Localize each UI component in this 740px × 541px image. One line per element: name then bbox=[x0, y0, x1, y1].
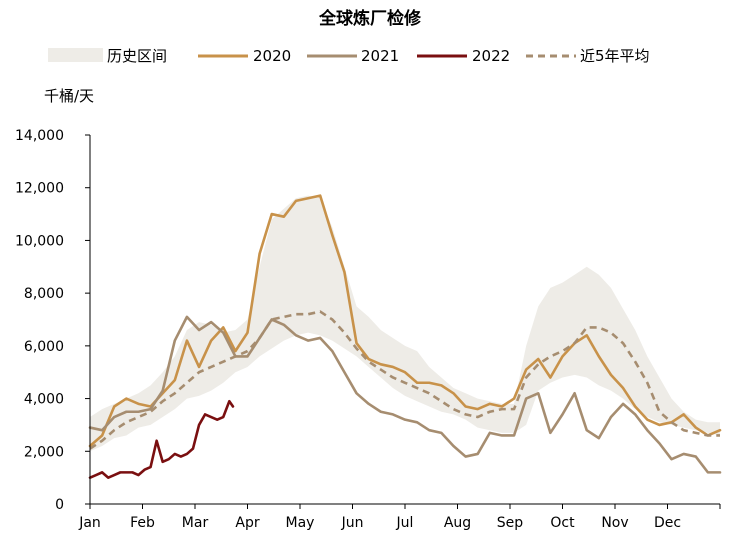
legend-label-2020: 2020 bbox=[253, 47, 291, 65]
y-tick-label: 2,000 bbox=[24, 444, 64, 460]
legend-item-2022[interactable]: 2022 bbox=[417, 47, 510, 65]
x-tick-label: Dec bbox=[654, 515, 681, 531]
x-tick-label: Jan bbox=[78, 515, 101, 531]
series-line-0 bbox=[88, 194, 722, 448]
y-tick-label: 14,000 bbox=[15, 128, 64, 144]
x-tick-label: Feb bbox=[130, 515, 155, 531]
x-tick-label: Sep bbox=[497, 515, 524, 531]
legend-label-avg: 近5年平均 bbox=[580, 47, 650, 65]
y-tick-label: 6,000 bbox=[24, 339, 64, 355]
x-tick-label: Jul bbox=[396, 515, 414, 531]
y-tick-label: 8,000 bbox=[24, 286, 64, 302]
x-tick-label: Aug bbox=[444, 515, 471, 531]
y-axis: 0 2,000 4,000 6,000 8,000 10,000 12,000 14,000 bbox=[15, 128, 91, 513]
legend-item-band[interactable]: 历史区间 bbox=[48, 47, 167, 65]
plot-area bbox=[88, 194, 722, 479]
y-tick-label: 4,000 bbox=[24, 392, 64, 408]
legend-label-band: 历史区间 bbox=[107, 47, 167, 65]
legend: 历史区间 2020 2021 2022 近5年平均 bbox=[48, 47, 650, 65]
x-tick-label: May bbox=[286, 515, 315, 531]
legend-label-2022: 2022 bbox=[472, 47, 510, 65]
band-historical-range bbox=[90, 195, 720, 452]
legend-item-2020[interactable]: 2020 bbox=[198, 47, 291, 65]
chart-title: 全球炼厂检修 bbox=[318, 8, 422, 29]
x-axis: Jan Feb Mar Apr May Jun Jul Aug Sep Oct Nov Dec bbox=[78, 503, 721, 531]
y-axis-unit: 千桶/天 bbox=[44, 87, 94, 105]
series-line-1 bbox=[88, 315, 722, 474]
legend-label-2021: 2021 bbox=[361, 47, 399, 65]
x-tick-label: Jun bbox=[341, 515, 364, 531]
x-tick-label: Mar bbox=[182, 515, 209, 531]
legend-item-2021[interactable]: 2021 bbox=[307, 47, 399, 65]
legend-swatch-band bbox=[48, 48, 103, 62]
x-tick-label: Apr bbox=[235, 515, 259, 531]
legend-item-avg[interactable]: 近5年平均 bbox=[526, 47, 650, 65]
x-tick-label: Oct bbox=[550, 515, 575, 531]
series-line-3 bbox=[89, 310, 720, 450]
x-tick-label: Nov bbox=[601, 515, 628, 531]
y-tick-label: 0 bbox=[55, 497, 64, 513]
y-tick-label: 10,000 bbox=[15, 233, 64, 249]
y-tick-label: 12,000 bbox=[15, 181, 64, 197]
series-line-2 bbox=[88, 399, 235, 479]
